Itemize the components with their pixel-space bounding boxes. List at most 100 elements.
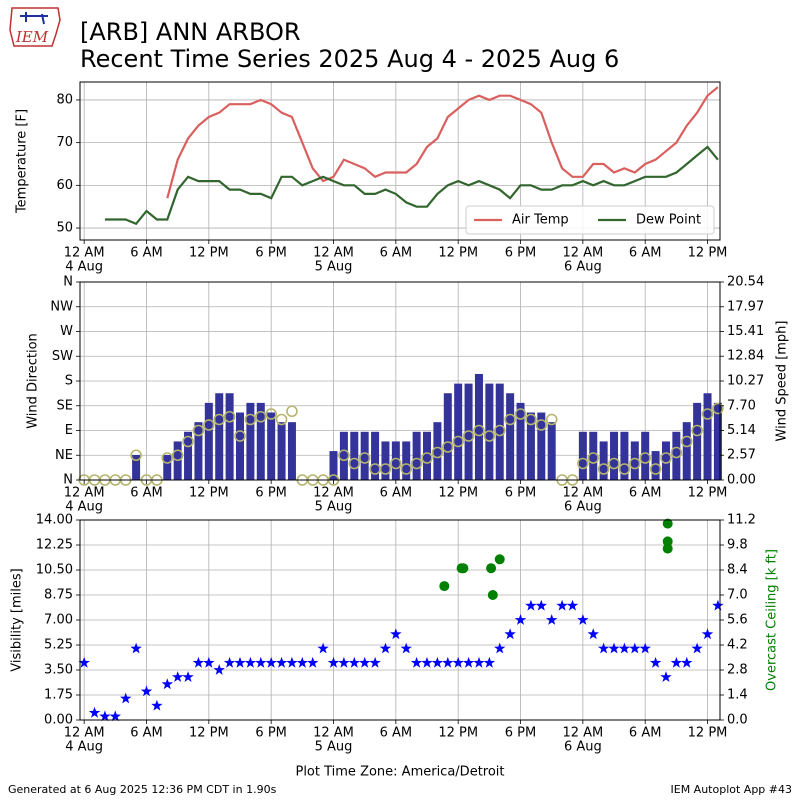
y2-tick-label: 9.8 [727, 538, 748, 553]
x-tick-label: 12 PM [438, 726, 478, 741]
bar [350, 431, 359, 480]
star-marker [151, 699, 163, 711]
star-marker [670, 656, 683, 668]
y-tick-label: 8.75 [44, 588, 73, 603]
x-tick-label: 6 AM [130, 726, 163, 741]
bar [485, 383, 494, 480]
x-tick-label: 6 PM [255, 486, 286, 501]
circle-marker [608, 457, 620, 470]
bar [443, 393, 452, 480]
star-marker [597, 642, 610, 654]
x-tick-label: 6 PM [505, 246, 536, 261]
bar [132, 454, 141, 480]
bar [651, 451, 660, 480]
y-tick-label: 10.50 [36, 563, 73, 578]
y-axis-label: Wind Direction [26, 333, 41, 429]
bar [516, 402, 525, 480]
star-marker [525, 599, 537, 611]
circle-marker [660, 452, 672, 464]
line [104, 145, 719, 226]
bar [360, 431, 369, 480]
star-marker [483, 656, 496, 668]
circle-marker [192, 424, 205, 437]
plot-frame [79, 81, 721, 241]
y-tick-label: E [65, 423, 73, 438]
y-tick-label: SW [52, 349, 73, 364]
y-tick-label: N [63, 473, 73, 488]
legend-label: Air Temp [512, 213, 569, 228]
star-marker [307, 656, 319, 668]
x-tick-label: 12 PM [688, 486, 728, 501]
x-date-label: 6 Aug [564, 260, 602, 275]
y-tick-label: 3.50 [44, 663, 73, 678]
circle-marker [597, 463, 610, 475]
circle-marker [458, 563, 469, 574]
star-marker [587, 628, 599, 640]
bar [537, 412, 546, 480]
star-marker [577, 614, 589, 625]
circle-marker [390, 457, 402, 470]
star-marker [234, 656, 246, 668]
y2-tick-label: 5.6 [727, 613, 748, 628]
bar [256, 402, 265, 480]
circle-marker [431, 446, 444, 459]
star-marker [161, 678, 173, 690]
circle-marker [130, 449, 142, 462]
bar [287, 422, 296, 480]
star-marker [712, 599, 724, 611]
y2-tick-label: 12.84 [727, 349, 764, 364]
bar [371, 431, 380, 480]
y-tick-label: 50 [56, 221, 73, 236]
star-marker [691, 642, 703, 654]
circle-marker [629, 457, 641, 470]
circle-marker [182, 435, 194, 448]
y-tick-label: NE [55, 448, 73, 463]
circle-marker [358, 452, 371, 464]
bar [610, 431, 619, 480]
star-marker [275, 656, 288, 668]
star-marker [317, 642, 329, 654]
circle-marker [171, 449, 184, 462]
star-marker [109, 710, 121, 722]
star-marker [660, 671, 672, 682]
circle-marker [265, 408, 277, 420]
x-tick-label: 12 PM [688, 726, 728, 741]
x-date-label: 5 Aug [315, 740, 353, 755]
circle-marker [483, 430, 496, 442]
y-tick-label: W [60, 324, 73, 339]
circle-marker [439, 581, 450, 592]
star-marker [400, 642, 412, 654]
y2-tick-label: 1.4 [727, 688, 748, 703]
circle-marker [680, 435, 693, 448]
y-tick-label: NW [50, 299, 73, 314]
bar [547, 422, 556, 480]
circle-marker [670, 446, 683, 459]
x-date-label: 5 Aug [315, 500, 353, 515]
bar [526, 412, 535, 480]
bar [423, 431, 432, 480]
x-tick-label: 6 AM [130, 486, 163, 501]
circle-marker [662, 543, 673, 554]
bar [236, 412, 244, 480]
circle-marker [421, 452, 433, 464]
logo-outline [9, 7, 61, 47]
y-tick-label: 1.75 [44, 688, 73, 703]
star-marker [265, 656, 277, 668]
star-marker [431, 656, 444, 668]
bar [589, 431, 598, 480]
bar [641, 431, 650, 480]
x-tick-label: 12 AM [313, 246, 354, 261]
star-marker [504, 628, 516, 640]
star-marker [701, 628, 714, 640]
star-marker [182, 671, 194, 682]
x-tick-label: 6 AM [380, 246, 413, 261]
y2-tick-label: 7.0 [727, 588, 748, 603]
star-marker [639, 642, 651, 654]
bar [713, 402, 722, 480]
y-tick-label: 14.00 [36, 513, 73, 528]
circle-marker [244, 413, 257, 426]
logo: IEM [9, 7, 61, 47]
bar [391, 441, 400, 480]
circle-marker [662, 518, 673, 529]
